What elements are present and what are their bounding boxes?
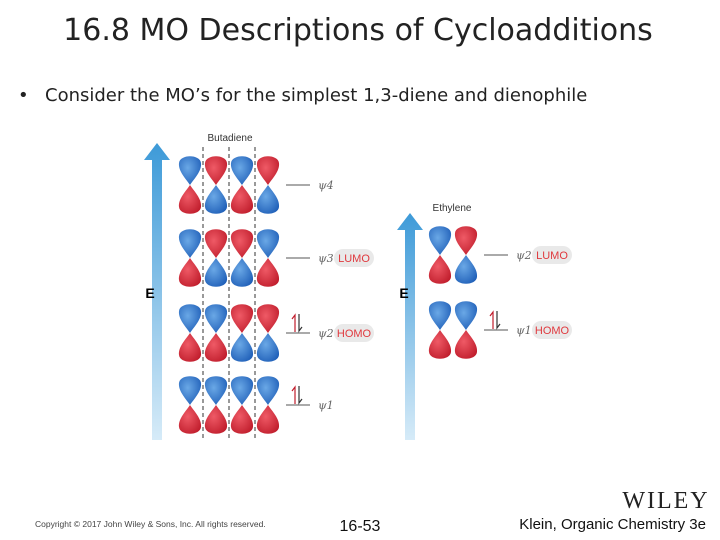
molecule-label: Ethylene <box>433 203 472 214</box>
psi-label: ψ2 <box>318 327 334 340</box>
orbital-lobe <box>428 255 452 284</box>
orbital-lobe <box>178 258 202 287</box>
orbital-lobe <box>454 226 478 255</box>
orbital-lobe <box>204 376 228 405</box>
orbital-lobe <box>230 156 254 185</box>
orbital-lobe <box>178 156 202 185</box>
orbital-lobe <box>230 405 254 434</box>
electron-up <box>291 385 296 404</box>
copyright: Copyright © 2017 John Wiley & Sons, Inc.… <box>35 519 266 529</box>
tag-label: HOMO <box>337 328 372 340</box>
bullet-dot: • <box>18 85 29 106</box>
bullet-text: Consider the MO’s for the simplest 1,3-d… <box>45 85 587 106</box>
psi-label: ψ3 <box>318 252 334 265</box>
orbital-lobe <box>230 185 254 214</box>
orbital-lobe <box>428 301 452 330</box>
orbital-lobe <box>256 405 280 434</box>
psi-label: ψ1 <box>516 324 532 337</box>
tag-pill <box>334 324 374 342</box>
tag-label: LUMO <box>338 253 370 265</box>
orbital-lobe <box>178 376 202 405</box>
electron-down <box>298 386 303 405</box>
tag-pill <box>532 321 572 339</box>
orbital-lobe <box>178 333 202 362</box>
orbital-lobe <box>256 156 280 185</box>
orbital-lobe <box>204 185 228 214</box>
orbital-lobe <box>230 376 254 405</box>
orbital-lobe <box>454 330 478 359</box>
mo-diagram: E E Butadiene Ethylene <box>144 133 472 440</box>
book-credit: Klein, Organic Chemistry 3e <box>519 516 706 533</box>
orbital-lobe <box>204 258 228 287</box>
orbital-lobe <box>178 185 202 214</box>
orbital-lobe <box>256 333 280 362</box>
psi-label: ψ4 <box>318 179 334 192</box>
energy-arrow <box>397 213 423 440</box>
orbital-lobe <box>428 330 452 359</box>
orbital-lobe <box>204 333 228 362</box>
orbital-lobe <box>230 229 254 258</box>
page-number: 16-53 <box>340 518 381 535</box>
energy-label: E <box>399 285 408 301</box>
orbital-lobe <box>178 405 202 434</box>
orbital-lobe <box>230 258 254 287</box>
orbital-lobe <box>428 226 452 255</box>
orbital-lobe <box>230 333 254 362</box>
orbital-lobe <box>178 229 202 258</box>
publisher-logo: WILEY <box>622 488 709 514</box>
orbital-lobe <box>204 156 228 185</box>
tag-label: LUMO <box>536 250 568 262</box>
molecule-label: Butadiene <box>207 133 252 144</box>
electron-down <box>298 314 303 333</box>
electron-up <box>489 310 494 329</box>
orbital-lobe <box>204 405 228 434</box>
energy-arrow <box>144 143 170 440</box>
electron-up <box>291 313 296 332</box>
orbital-lobe <box>230 304 254 333</box>
orbital-lobe <box>204 229 228 258</box>
psi-label: ψ1 <box>318 399 334 412</box>
energy-label: E <box>145 285 154 301</box>
tag-pill <box>532 246 572 264</box>
psi-label: ψ2 <box>516 249 532 262</box>
tag-pill <box>334 249 374 267</box>
electron-down <box>496 311 501 330</box>
orbital-lobe <box>256 258 280 287</box>
orbital-lobe <box>178 304 202 333</box>
orbital-lobe <box>454 301 478 330</box>
orbital-lobe <box>256 304 280 333</box>
tag-label: HOMO <box>535 325 570 337</box>
orbital-lobe <box>454 255 478 284</box>
orbital-lobe <box>256 376 280 405</box>
orbital-lobe <box>256 229 280 258</box>
slide-title: 16.8 MO Descriptions of Cycloadditions <box>63 13 653 48</box>
orbital-lobe <box>256 185 280 214</box>
orbital-lobe <box>204 304 228 333</box>
